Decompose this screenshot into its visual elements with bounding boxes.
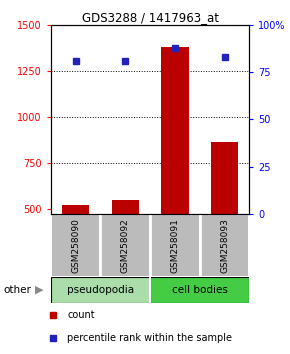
Text: pseudopodia: pseudopodia xyxy=(67,285,134,295)
Bar xyxy=(150,277,249,303)
Bar xyxy=(102,214,149,276)
Title: GDS3288 / 1417963_at: GDS3288 / 1417963_at xyxy=(81,11,219,24)
Text: ▶: ▶ xyxy=(35,285,43,295)
Text: count: count xyxy=(68,310,95,320)
Text: percentile rank within the sample: percentile rank within the sample xyxy=(68,333,233,343)
Bar xyxy=(51,277,150,303)
Text: other: other xyxy=(3,285,31,295)
Bar xyxy=(151,214,199,276)
Bar xyxy=(211,142,238,301)
Bar xyxy=(112,200,139,301)
Bar xyxy=(62,205,89,301)
Text: GSM258093: GSM258093 xyxy=(220,218,229,273)
Text: GSM258092: GSM258092 xyxy=(121,218,130,273)
Bar xyxy=(201,214,249,276)
Bar xyxy=(52,214,99,276)
Bar xyxy=(161,47,188,301)
Text: GSM258090: GSM258090 xyxy=(71,218,80,273)
Text: GSM258091: GSM258091 xyxy=(171,218,180,273)
Text: cell bodies: cell bodies xyxy=(172,285,228,295)
